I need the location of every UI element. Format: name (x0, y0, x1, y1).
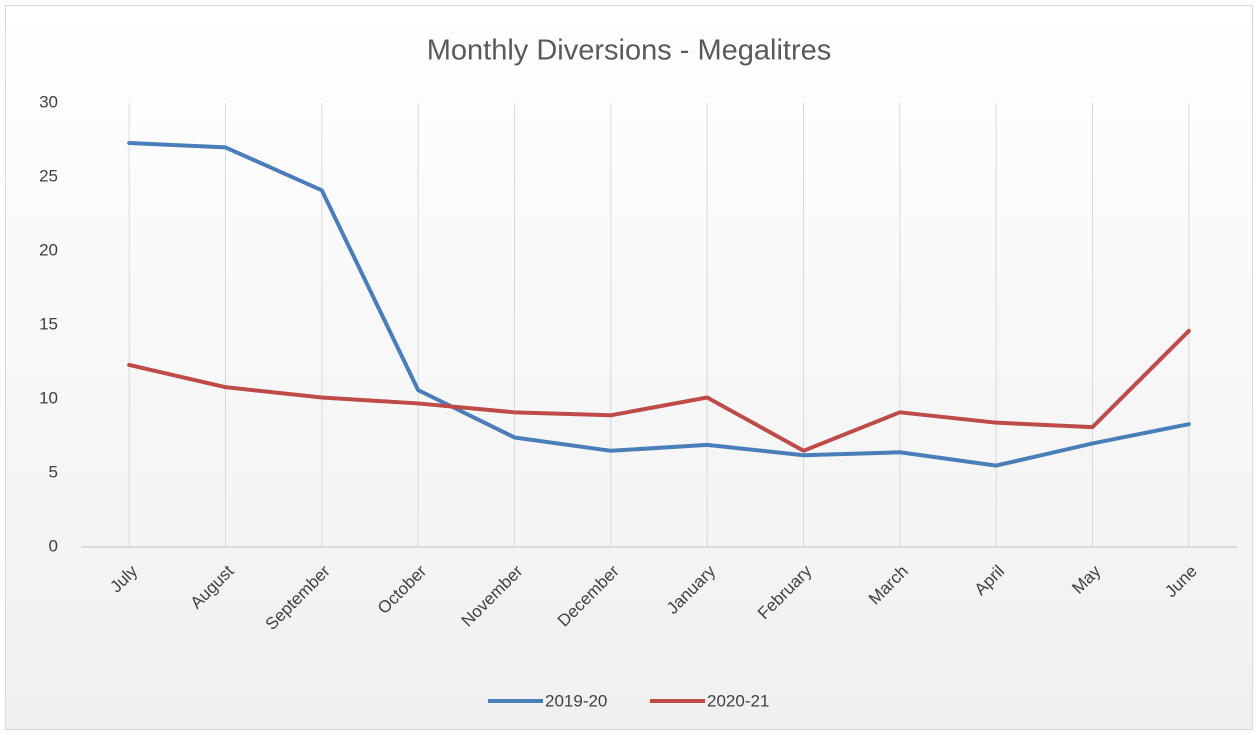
y-tick-label: 15 (39, 314, 58, 333)
y-tick-label: 10 (39, 388, 58, 407)
y-tick-label: 0 (49, 536, 58, 555)
y-tick-label: 30 (39, 92, 58, 111)
chart-title: Monthly Diversions - Megalitres (427, 35, 832, 67)
y-tick-label: 20 (39, 240, 58, 259)
series-line (127, 328, 1191, 453)
legend-label: 2020-21 (707, 691, 769, 710)
series-line (127, 140, 1191, 468)
legend-label: 2019-20 (545, 691, 607, 710)
chart-frame (5, 5, 1253, 730)
y-tick-label: 5 (49, 462, 58, 481)
y-tick-label: 25 (39, 166, 58, 185)
